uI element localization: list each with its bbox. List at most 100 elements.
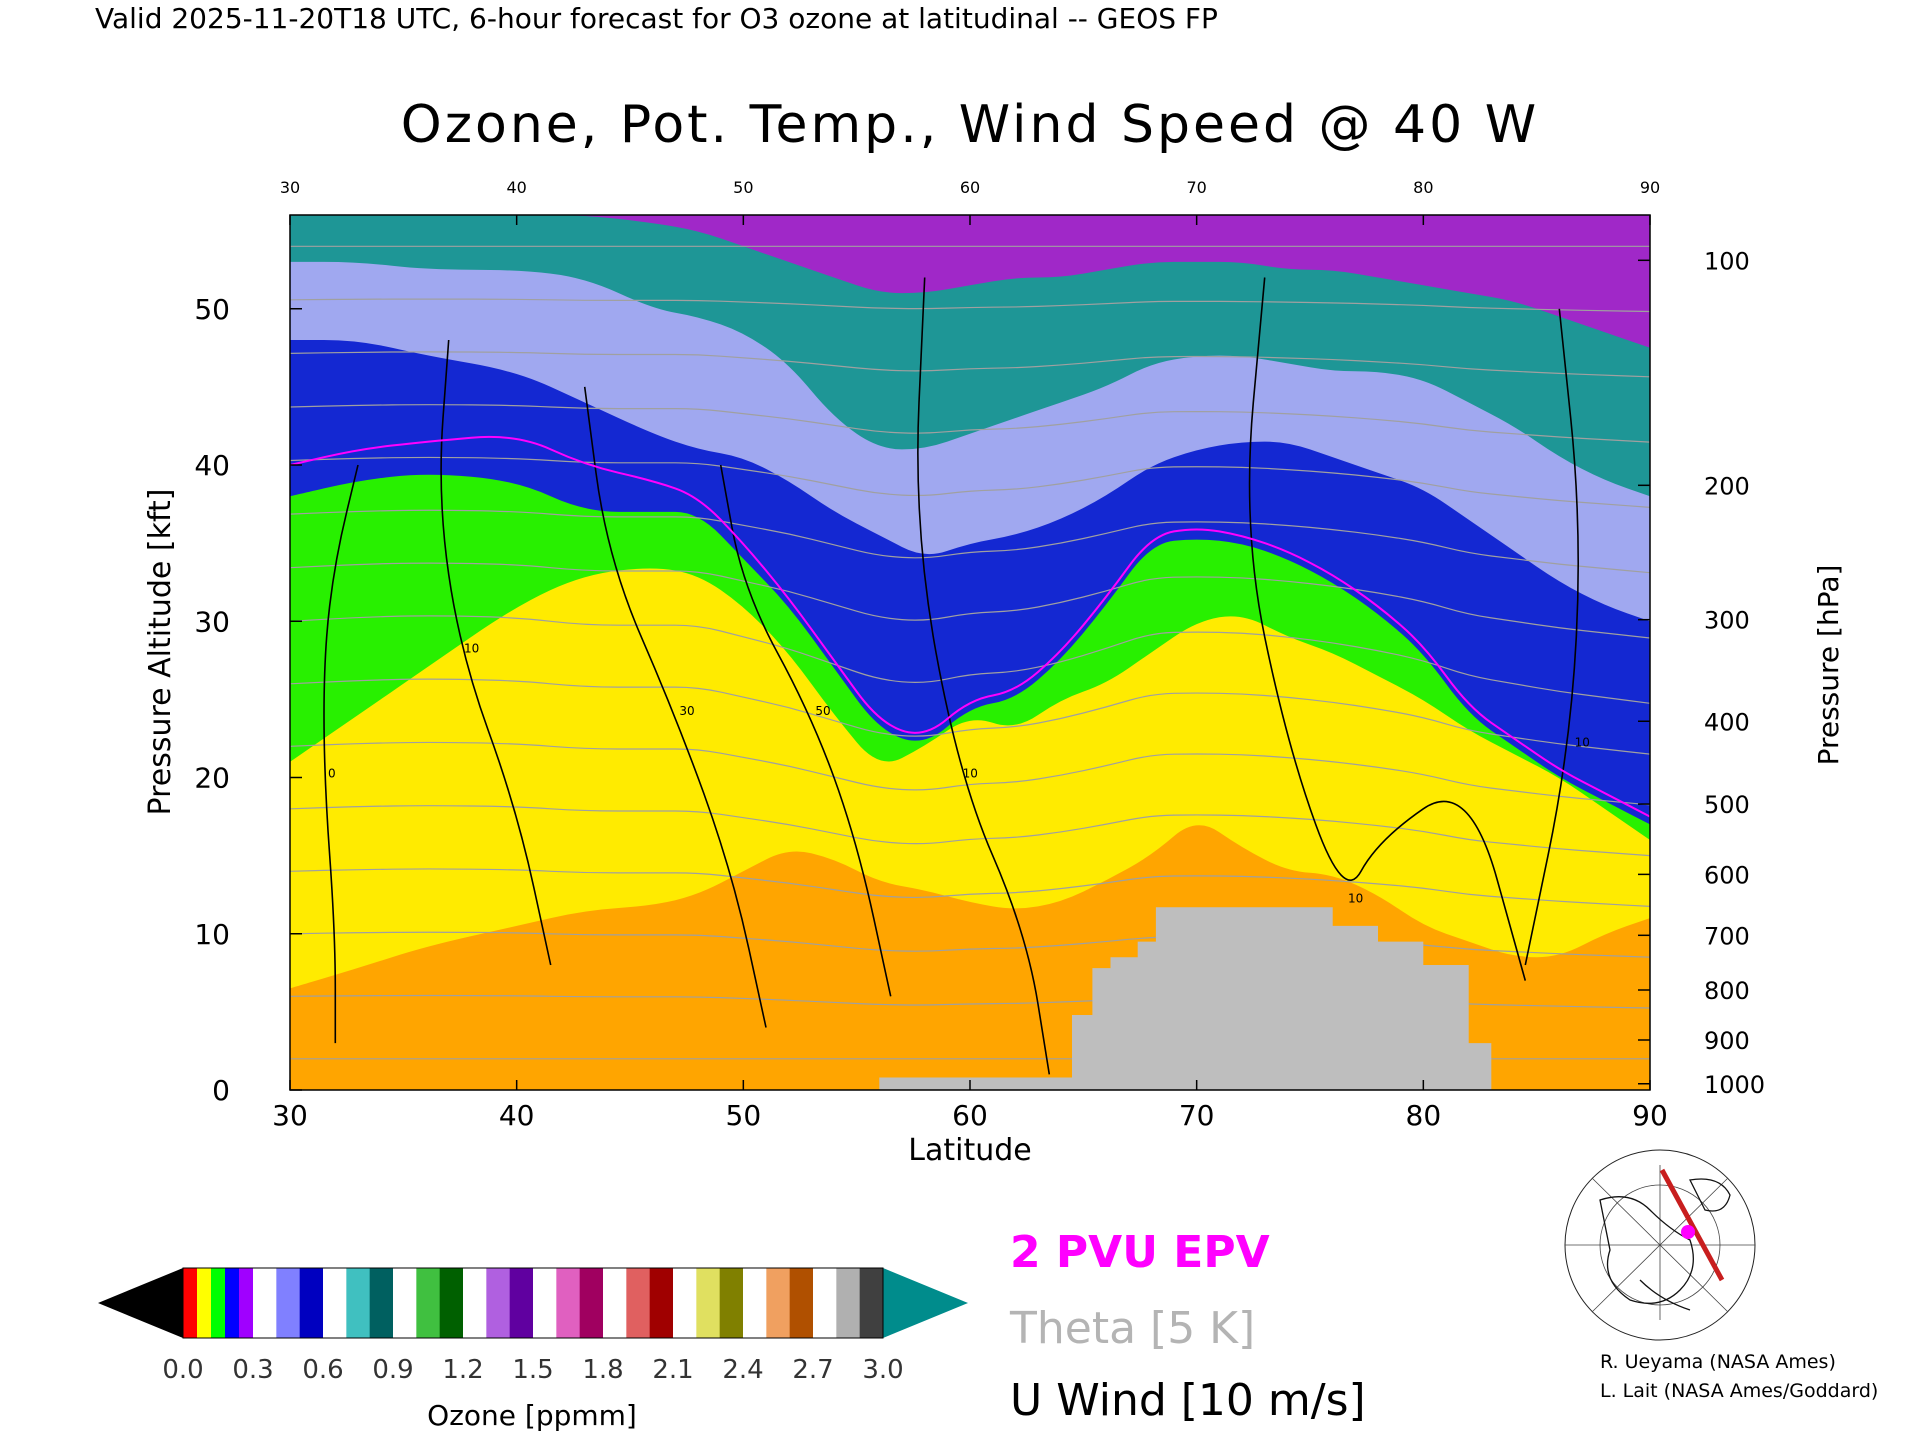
x-tick-label-top: 50 bbox=[733, 178, 753, 197]
y-axis-label-left: Pressure Altitude [kft] bbox=[143, 489, 178, 816]
colorbar-cell bbox=[603, 1268, 627, 1338]
u-wind-contour-label: 10 bbox=[963, 767, 978, 781]
colorbar-cell bbox=[556, 1268, 581, 1338]
x-tick-label: 80 bbox=[1406, 1099, 1442, 1132]
colorbar-tick-label: 2.4 bbox=[722, 1355, 763, 1385]
colorbar-tick-label: 1.5 bbox=[512, 1355, 553, 1385]
u-wind-contour-label: 0 bbox=[328, 767, 336, 781]
colorbar-tick-label: 3.0 bbox=[862, 1355, 903, 1385]
colorbar-cell bbox=[509, 1268, 534, 1338]
u-wind-contour-label: 10 bbox=[1575, 735, 1590, 749]
colorbar-tick-label: 0.6 bbox=[302, 1355, 343, 1385]
pressure-tick-label: 400 bbox=[1704, 708, 1750, 736]
colorbar-cell bbox=[766, 1268, 791, 1338]
pressure-tick-label: 200 bbox=[1704, 472, 1750, 500]
colorbar-cell bbox=[183, 1268, 198, 1338]
colorbar-cell bbox=[533, 1268, 557, 1338]
colorbar-label: Ozone [ppmm] bbox=[427, 1399, 637, 1432]
colorbar-cell bbox=[299, 1268, 324, 1338]
colorbar-tick-label: 0.0 bbox=[162, 1355, 203, 1385]
theta-contour bbox=[290, 805, 1650, 857]
terrain-mask bbox=[879, 907, 1492, 1090]
u-wind-contour bbox=[1524, 308, 1580, 966]
colorbar-tick-label: 2.1 bbox=[652, 1355, 693, 1385]
x-tick-label-top: 70 bbox=[1186, 178, 1206, 197]
colorbar-tick-label: 0.3 bbox=[232, 1355, 273, 1385]
x-tick-label-top: 80 bbox=[1413, 178, 1433, 197]
terrain-shape bbox=[879, 907, 1492, 1090]
u-wind-contour bbox=[323, 464, 359, 1044]
pressure-tick-label: 1000 bbox=[1704, 1071, 1765, 1099]
colorbar-cell bbox=[393, 1268, 417, 1338]
cross-section-path bbox=[1659, 1168, 1725, 1282]
y-tick-label: 10 bbox=[194, 918, 230, 951]
u-wind-contour bbox=[440, 339, 552, 966]
colorbar-cell bbox=[579, 1268, 604, 1338]
pressure-tick-label: 800 bbox=[1704, 977, 1750, 1005]
x-tick-label: 40 bbox=[499, 1099, 535, 1132]
colorbar-cell bbox=[789, 1268, 814, 1338]
u-wind-contour bbox=[1248, 277, 1527, 981]
y-tick-label: 20 bbox=[194, 762, 230, 795]
u-wind-contour-label: 10 bbox=[464, 642, 479, 656]
pressure-tick-label: 500 bbox=[1704, 791, 1750, 819]
legend-epv: 2 PVU EPV bbox=[1010, 1227, 1270, 1278]
u-wind-contour bbox=[719, 464, 892, 997]
colorbar-cell bbox=[836, 1268, 861, 1338]
colorbar-cell bbox=[416, 1268, 441, 1338]
colorbar-cell bbox=[463, 1268, 487, 1338]
u-wind-contours: 0 10 30 50 10 10 10 bbox=[323, 277, 1590, 1075]
colorbar-cell bbox=[276, 1268, 301, 1338]
x-axis-label: Latitude bbox=[908, 1133, 1031, 1168]
colorbar-frame bbox=[182, 1267, 884, 1339]
x-tick-label: 70 bbox=[1179, 1099, 1215, 1132]
theta-contour bbox=[290, 509, 1650, 574]
colorbar-cell bbox=[253, 1268, 277, 1338]
locator-map bbox=[1558, 1149, 1758, 1341]
colorbar-cell bbox=[649, 1268, 674, 1338]
theta-contour bbox=[290, 351, 1650, 378]
x-tick-label-top: 30 bbox=[280, 178, 300, 197]
u-wind-contour-label: 10 bbox=[1348, 892, 1363, 906]
u-wind-contour-label: 50 bbox=[815, 704, 830, 718]
colorbar-cell bbox=[696, 1268, 721, 1338]
epv-2pvu-line bbox=[290, 435, 1650, 818]
credit-1: R. Ueyama (NASA Ames) bbox=[1600, 1351, 1836, 1373]
colorbar-tick-label: 2.7 bbox=[792, 1355, 833, 1385]
y-tick-label: 50 bbox=[194, 293, 230, 326]
x-tick-label-top: 40 bbox=[506, 178, 526, 197]
y-tick-label: 30 bbox=[194, 605, 230, 638]
colorbar-cell bbox=[486, 1268, 511, 1338]
legend-theta: Theta [5 K] bbox=[1009, 1303, 1255, 1354]
colorbar-high-arrow bbox=[883, 1268, 968, 1338]
valid-line: Valid 2025-11-20T18 UTC, 6-hour forecast… bbox=[95, 2, 1218, 35]
colorbar-cell bbox=[719, 1268, 744, 1338]
theta-contour bbox=[290, 931, 1650, 958]
pressure-tick-label: 600 bbox=[1704, 861, 1750, 889]
x-tick-label-top: 90 bbox=[1640, 178, 1660, 197]
axes: 3030404050506060707080809090010203040501… bbox=[194, 178, 1765, 1132]
theta-contour bbox=[290, 404, 1650, 443]
colorbar-tick-label: 1.2 bbox=[442, 1355, 483, 1385]
colorbar-cell bbox=[439, 1268, 464, 1338]
colorbar-tick-label: 0.9 bbox=[372, 1355, 413, 1385]
x-tick-label: 60 bbox=[952, 1099, 988, 1132]
colorbar-cell bbox=[346, 1268, 371, 1338]
colorbar-cell bbox=[211, 1268, 226, 1338]
colorbar-tick-label: 1.8 bbox=[582, 1355, 623, 1385]
pressure-tick-label: 700 bbox=[1704, 922, 1750, 950]
theta-contour bbox=[290, 678, 1650, 755]
colorbar-cell bbox=[239, 1268, 254, 1338]
chart-title: Ozone, Pot. Temp., Wind Speed @ 40 W bbox=[401, 95, 1539, 155]
colorbar-low-arrow bbox=[98, 1268, 183, 1338]
theta-contour bbox=[290, 868, 1650, 907]
ozone-bands bbox=[290, 215, 1650, 989]
u-wind-contour bbox=[583, 386, 767, 1028]
colorbar-cell bbox=[743, 1268, 767, 1338]
x-tick-label: 90 bbox=[1632, 1099, 1668, 1132]
colorbar-cell bbox=[626, 1268, 651, 1338]
section-location-marker bbox=[1681, 1225, 1695, 1239]
pressure-tick-label: 100 bbox=[1704, 247, 1750, 275]
u-wind-contour bbox=[917, 277, 1051, 1075]
